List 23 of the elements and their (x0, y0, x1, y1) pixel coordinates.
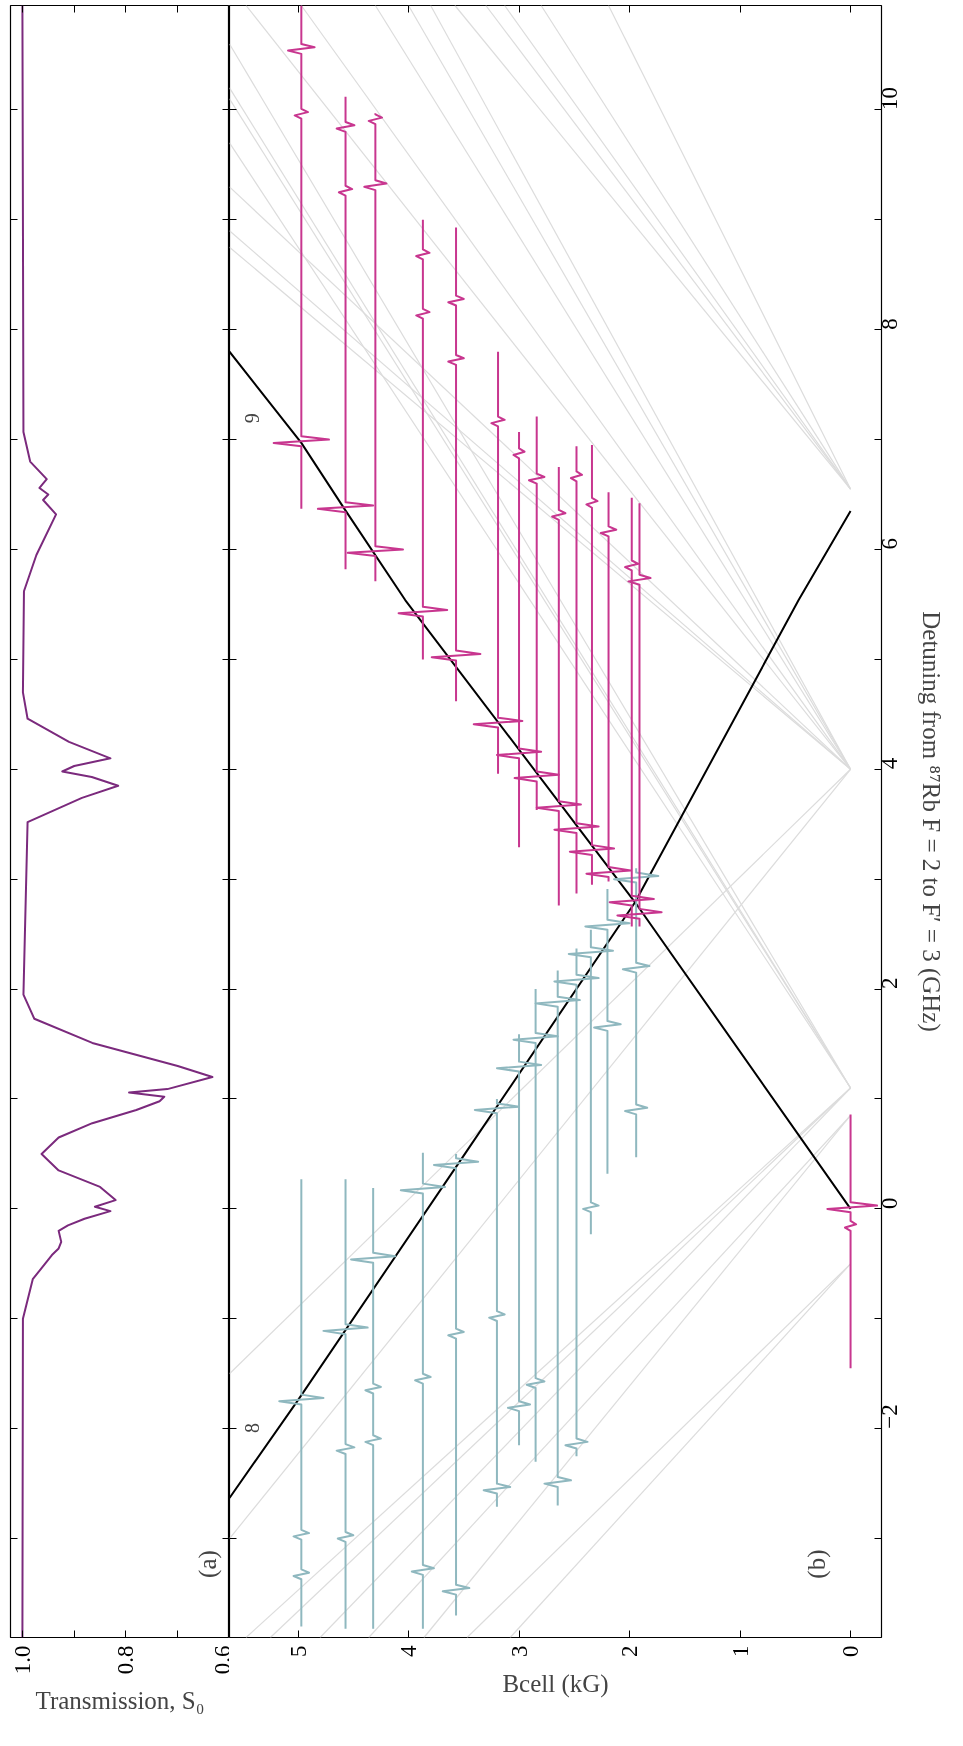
y-tick-label: 6 (877, 538, 902, 550)
annotation: (b) (802, 1549, 831, 1579)
y-axis-title: Detuning from ⁸⁷Rb F = 2 to F′ = 3 (GHz) (916, 611, 945, 1032)
y-tick-label: 0 (877, 1197, 902, 1209)
x-tick-label: 2 (617, 1645, 643, 1657)
x-tick-label: 0.6 (209, 1645, 235, 1675)
text: 9 (240, 413, 263, 424)
x-tick-label: 3 (506, 1645, 532, 1657)
annotation: (a) (194, 1550, 223, 1578)
y-tick-label: 4 (877, 757, 902, 770)
x-tick-label: 1 (727, 1645, 753, 1657)
x-tick-label: 4 (396, 1645, 422, 1657)
y-tick-label: 8 (877, 318, 902, 330)
y-tick-label: −2 (877, 1404, 902, 1429)
y-tick-label: 2 (877, 977, 902, 990)
x-tick-label: 0 (838, 1645, 864, 1657)
x-axis-title: Bcell (kG) (502, 1670, 609, 1698)
x-tick-label: 1.0 (9, 1645, 35, 1675)
x-axis-title: Transmission, S₀ (35, 1687, 205, 1715)
x-tick-label: 5 (285, 1645, 311, 1657)
legend-label: 8 (240, 1422, 263, 1433)
y-tick-label: 10 (877, 86, 902, 110)
x-tick-label: 0.8 (113, 1645, 139, 1675)
